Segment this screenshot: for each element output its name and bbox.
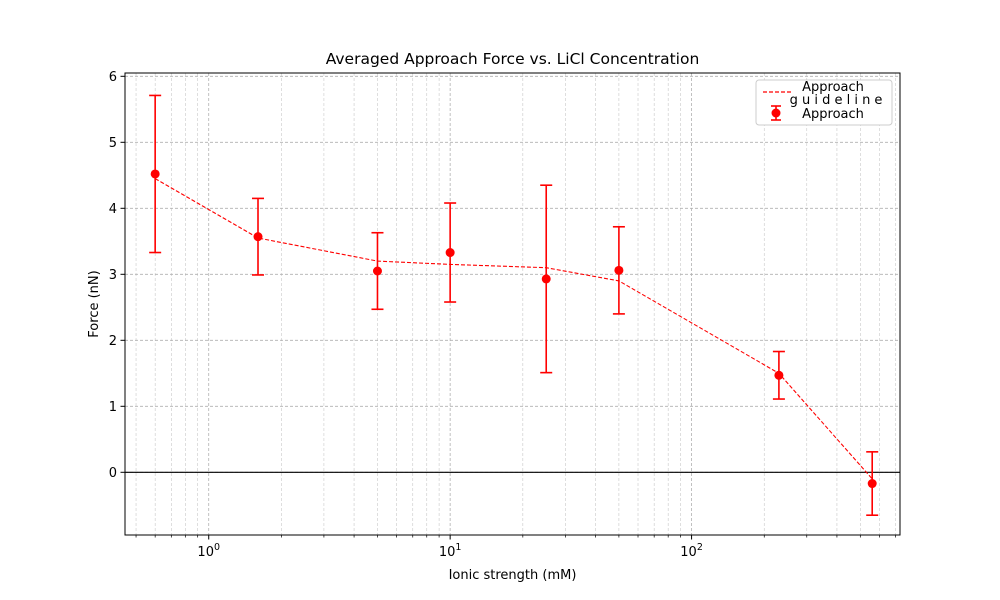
x-tick-label: 101 bbox=[439, 542, 462, 560]
legend-guideline-label-line2: g u i d e l i n e bbox=[790, 93, 883, 108]
data-point bbox=[150, 169, 160, 179]
data-point bbox=[372, 266, 382, 276]
x-tick-label: 102 bbox=[680, 542, 703, 560]
x-axis-label: Ionic strength (mM) bbox=[449, 568, 577, 583]
data-point bbox=[253, 232, 263, 242]
y-tick-label: 4 bbox=[109, 202, 117, 217]
y-axis-label: Force (nN) bbox=[87, 270, 102, 337]
legend-approach-marker bbox=[771, 108, 781, 118]
y-tick-label: 1 bbox=[109, 400, 117, 415]
legend-approach-label: Approach bbox=[802, 107, 864, 122]
data-point bbox=[774, 370, 784, 380]
data-point bbox=[445, 248, 455, 258]
y-tick-label: 2 bbox=[109, 334, 117, 349]
guideline-series bbox=[154, 178, 873, 480]
y-tick-label: 6 bbox=[109, 70, 117, 85]
tick-layer: 100 101 102 0 1 2 3 4 5 6 bbox=[109, 70, 896, 560]
data-point bbox=[614, 265, 624, 275]
legend-box bbox=[755, 79, 893, 126]
legend-guideline-label-line1: Approach bbox=[802, 80, 864, 95]
y-tick-label: 0 bbox=[109, 466, 117, 481]
y-tick-label: 3 bbox=[109, 268, 117, 283]
plot-frame bbox=[124, 72, 901, 536]
data-point bbox=[867, 479, 877, 489]
data-layer bbox=[149, 94, 879, 517]
grid-layer bbox=[125, 73, 900, 535]
data-point bbox=[541, 274, 551, 284]
legend: Approach g u i d e l i n e Approach bbox=[755, 79, 893, 126]
chart-title: Averaged Approach Force vs. LiCl Concent… bbox=[326, 50, 700, 68]
y-tick-label: 5 bbox=[109, 136, 117, 151]
x-tick-label: 100 bbox=[197, 542, 220, 560]
